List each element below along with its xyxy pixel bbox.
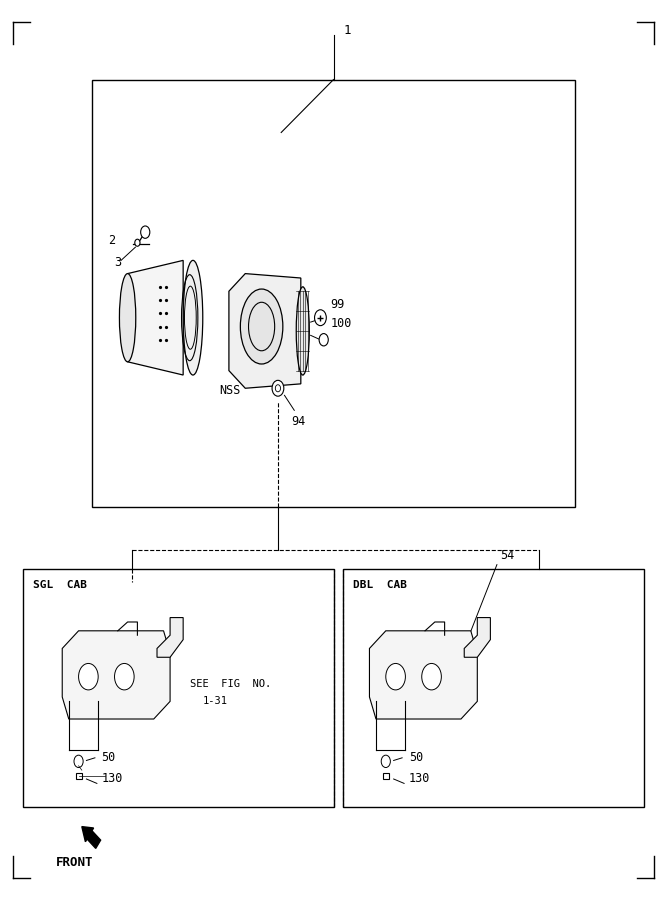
- Text: 1-31: 1-31: [203, 697, 227, 706]
- Text: 3: 3: [114, 256, 121, 269]
- Text: 50: 50: [409, 752, 423, 764]
- Text: 6: 6: [153, 327, 161, 339]
- Text: 130: 130: [409, 772, 430, 786]
- Ellipse shape: [119, 274, 136, 362]
- Text: SGL  CAB: SGL CAB: [33, 580, 87, 590]
- Circle shape: [422, 663, 442, 690]
- Polygon shape: [62, 631, 170, 719]
- Ellipse shape: [296, 287, 309, 375]
- Circle shape: [386, 663, 406, 690]
- Text: 1: 1: [344, 24, 351, 37]
- Circle shape: [141, 226, 150, 239]
- Circle shape: [319, 334, 328, 346]
- Polygon shape: [229, 274, 301, 388]
- Circle shape: [272, 381, 284, 396]
- Circle shape: [74, 755, 83, 768]
- Text: DBL  CAB: DBL CAB: [353, 580, 407, 590]
- Text: 2: 2: [107, 234, 115, 248]
- Text: 50: 50: [101, 752, 115, 764]
- Circle shape: [135, 239, 140, 247]
- Circle shape: [275, 384, 281, 392]
- Text: 94: 94: [291, 415, 305, 428]
- Text: NSS: NSS: [219, 383, 241, 397]
- Circle shape: [79, 663, 98, 690]
- Text: FRONT: FRONT: [56, 856, 93, 868]
- Text: SEE  FIG  NO.: SEE FIG NO.: [189, 679, 271, 688]
- Bar: [23, 569, 334, 807]
- Bar: [344, 569, 644, 807]
- Text: 99: 99: [330, 298, 344, 311]
- Polygon shape: [157, 617, 183, 657]
- Circle shape: [115, 663, 134, 690]
- Ellipse shape: [183, 260, 203, 375]
- Text: 54: 54: [500, 549, 514, 562]
- Polygon shape: [464, 617, 490, 657]
- Polygon shape: [370, 631, 478, 719]
- Text: 100: 100: [330, 318, 352, 330]
- Polygon shape: [127, 260, 183, 375]
- Circle shape: [315, 310, 326, 326]
- FancyArrow shape: [82, 826, 101, 849]
- Bar: [91, 79, 576, 508]
- Text: 130: 130: [101, 772, 123, 786]
- Ellipse shape: [240, 289, 283, 364]
- Circle shape: [382, 755, 390, 768]
